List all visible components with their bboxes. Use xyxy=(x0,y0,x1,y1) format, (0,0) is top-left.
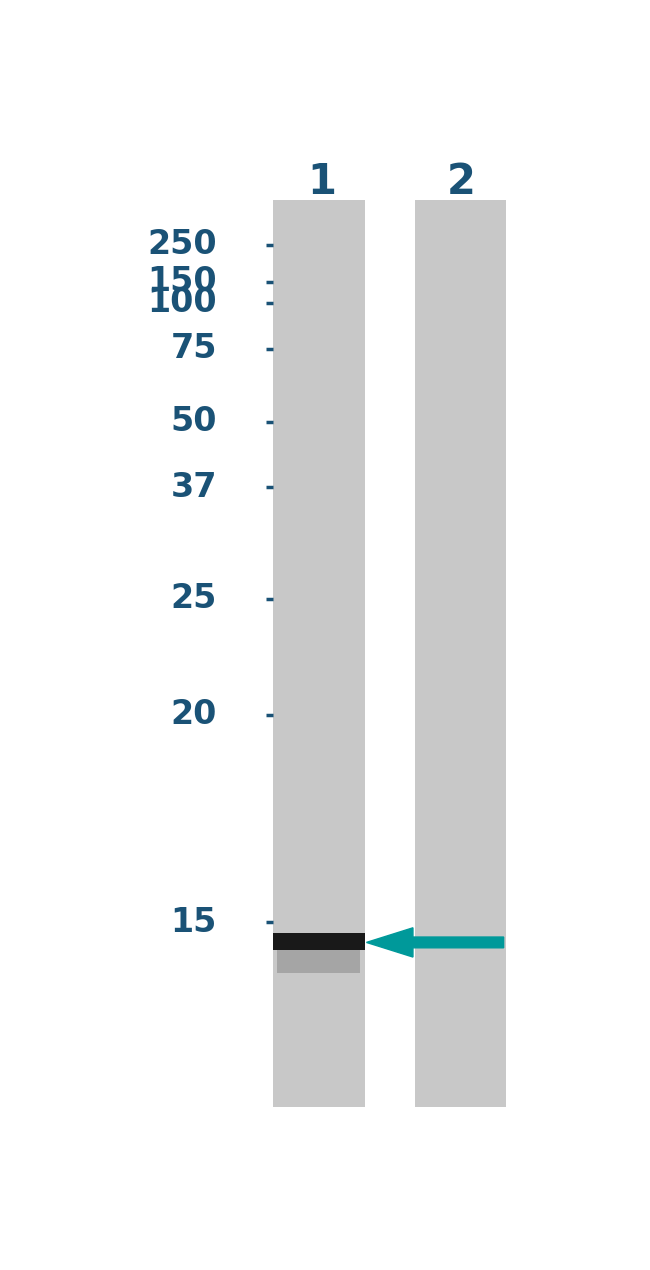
Bar xyxy=(276,950,360,973)
Text: 150: 150 xyxy=(148,265,217,298)
Text: 100: 100 xyxy=(148,286,217,319)
Bar xyxy=(274,932,365,950)
Text: 50: 50 xyxy=(170,405,217,438)
Text: 2: 2 xyxy=(447,161,475,203)
FancyArrow shape xyxy=(367,928,504,958)
Text: 75: 75 xyxy=(170,333,217,366)
Bar xyxy=(274,201,365,1107)
Text: 1: 1 xyxy=(307,161,336,203)
Text: 20: 20 xyxy=(170,698,217,732)
Text: 25: 25 xyxy=(170,583,217,616)
Text: 37: 37 xyxy=(170,471,217,504)
Text: 250: 250 xyxy=(148,229,217,262)
Bar xyxy=(415,201,506,1107)
Text: 15: 15 xyxy=(170,906,217,939)
